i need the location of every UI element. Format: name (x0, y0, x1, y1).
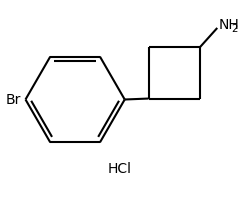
Text: HCl: HCl (108, 161, 132, 175)
Text: 2: 2 (231, 24, 237, 34)
Text: NH: NH (218, 18, 239, 32)
Text: Br: Br (5, 93, 21, 107)
